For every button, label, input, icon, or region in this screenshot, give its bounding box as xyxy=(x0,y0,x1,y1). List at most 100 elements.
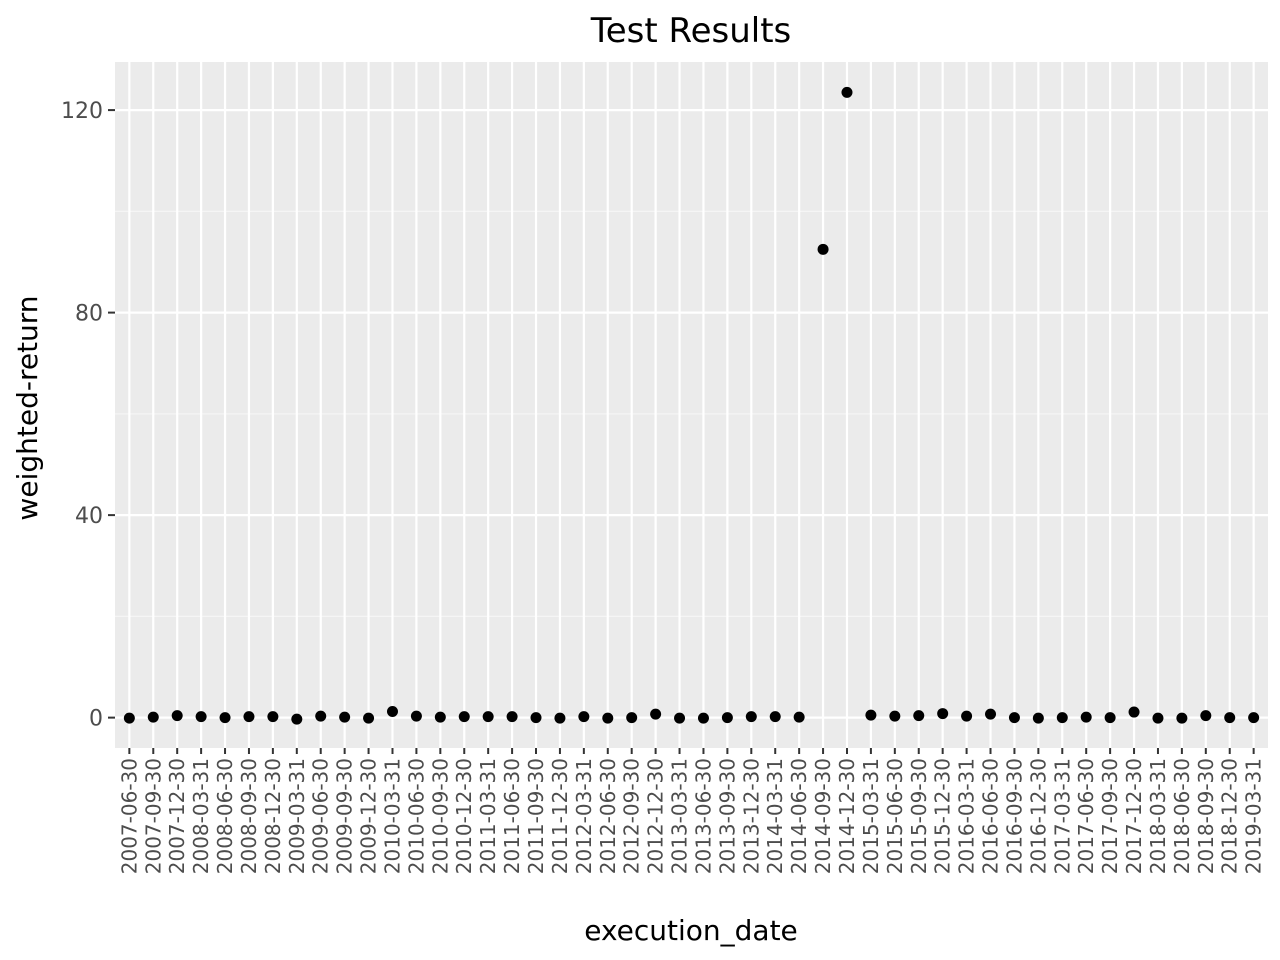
x-tick-label: 2008-03-31 xyxy=(189,758,213,874)
data-point xyxy=(626,712,638,724)
y-tick-label: 0 xyxy=(89,707,103,732)
data-point xyxy=(889,710,901,722)
x-tick-label: 2015-09-30 xyxy=(907,758,931,874)
x-tick-label: 2017-03-31 xyxy=(1050,758,1074,874)
x-tick-label: 2016-06-30 xyxy=(979,758,1003,874)
data-point xyxy=(841,86,853,98)
y-axis: 0 40 80 120 xyxy=(61,99,115,732)
x-tick-label: 2017-06-30 xyxy=(1074,758,1098,874)
data-point xyxy=(745,711,757,723)
x-tick-label: 2011-06-30 xyxy=(500,758,524,874)
x-tick-label: 2010-09-30 xyxy=(428,758,452,874)
x-tick-label: 2018-06-30 xyxy=(1170,758,1194,874)
data-point xyxy=(817,243,829,255)
data-point xyxy=(674,712,686,724)
x-tick-label: 2013-09-30 xyxy=(715,758,739,874)
x-tick-label: 2007-09-30 xyxy=(141,758,165,874)
x-tick-label: 2011-03-31 xyxy=(476,758,500,874)
x-tick-label: 2011-09-30 xyxy=(524,758,548,874)
y-axis-title: weighted-return xyxy=(11,295,44,520)
x-tick-label: 2014-12-30 xyxy=(835,758,859,874)
x-tick-label: 2016-03-31 xyxy=(955,758,979,874)
data-point xyxy=(1056,712,1068,724)
data-point xyxy=(267,711,279,723)
x-tick-label: 2018-12-30 xyxy=(1218,758,1242,874)
data-point xyxy=(386,706,398,718)
x-tick-label: 2012-06-30 xyxy=(596,758,620,874)
data-point xyxy=(578,711,590,723)
x-tick-label: 2014-09-30 xyxy=(811,758,835,874)
data-point xyxy=(434,711,446,723)
x-tick-label: 2007-06-30 xyxy=(117,758,141,874)
x-tick-label: 2012-03-31 xyxy=(572,758,596,874)
x-tick-label: 2010-03-31 xyxy=(380,758,404,874)
data-point xyxy=(1248,712,1260,724)
data-point xyxy=(554,712,566,724)
data-point xyxy=(1128,706,1140,718)
y-tick-label: 120 xyxy=(61,99,103,124)
x-tick-label: 2017-12-30 xyxy=(1122,758,1146,874)
x-tick-label: 2008-06-30 xyxy=(213,758,237,874)
data-point xyxy=(339,711,351,723)
x-tick-label: 2015-06-30 xyxy=(883,758,907,874)
x-tick-label: 2007-12-30 xyxy=(165,758,189,874)
x-tick-label: 2013-12-30 xyxy=(739,758,763,874)
data-point xyxy=(913,710,925,722)
x-tick-label: 2008-12-30 xyxy=(261,758,285,874)
data-point xyxy=(1176,712,1188,724)
data-point xyxy=(1080,711,1092,723)
data-point xyxy=(1200,710,1212,722)
x-axis-title: execution_date xyxy=(584,914,798,947)
x-tick-label: 2014-03-31 xyxy=(763,758,787,874)
data-point xyxy=(291,713,303,725)
x-tick-label: 2009-03-31 xyxy=(285,758,309,874)
data-point xyxy=(1008,712,1020,724)
y-tick-label: 40 xyxy=(75,504,103,529)
data-point xyxy=(985,708,997,720)
x-tick-label: 2008-09-30 xyxy=(237,758,261,874)
x-tick-label: 2018-03-31 xyxy=(1146,758,1170,874)
data-point xyxy=(315,710,327,722)
x-tick-label: 2010-12-30 xyxy=(452,758,476,874)
x-axis: 2007-06-30 2007-09-30 2007-12-30 2008-03-31… xyxy=(117,748,1266,874)
x-tick-label: 2013-03-31 xyxy=(668,758,692,874)
data-point xyxy=(171,710,183,722)
data-point xyxy=(1224,712,1236,724)
data-point xyxy=(458,711,470,723)
data-point xyxy=(530,712,542,724)
data-point xyxy=(219,712,231,724)
data-point xyxy=(697,712,709,724)
data-point xyxy=(1152,712,1164,724)
y-tick-label: 80 xyxy=(75,302,103,327)
x-tick-label: 2014-06-30 xyxy=(787,758,811,874)
data-point xyxy=(793,711,805,723)
minor-gridlines xyxy=(115,210,1268,617)
x-tick-label: 2012-12-30 xyxy=(644,758,668,874)
data-point xyxy=(1104,712,1116,724)
x-tick-label: 2009-09-30 xyxy=(333,758,357,874)
plot-panel xyxy=(115,62,1268,748)
x-tick-label: 2010-06-30 xyxy=(404,758,428,874)
x-tick-label: 2013-06-30 xyxy=(691,758,715,874)
data-points xyxy=(123,86,1260,725)
x-tick-label: 2012-09-30 xyxy=(620,758,644,874)
x-tick-label: 2015-12-30 xyxy=(931,758,955,874)
data-point xyxy=(243,711,255,723)
data-point xyxy=(650,708,662,720)
data-point xyxy=(147,711,159,723)
data-point xyxy=(123,712,135,724)
data-point xyxy=(482,711,494,723)
data-point xyxy=(363,712,375,724)
data-point xyxy=(602,712,614,724)
data-point xyxy=(769,711,781,723)
x-tick-label: 2011-12-30 xyxy=(548,758,572,874)
data-point xyxy=(1032,712,1044,724)
data-point xyxy=(506,711,518,723)
data-point xyxy=(865,709,877,721)
x-tick-label: 2019-03-31 xyxy=(1242,758,1266,874)
major-gridlines xyxy=(115,62,1268,748)
x-tick-label: 2016-09-30 xyxy=(1002,758,1026,874)
data-point xyxy=(195,711,207,723)
data-point xyxy=(410,710,422,722)
